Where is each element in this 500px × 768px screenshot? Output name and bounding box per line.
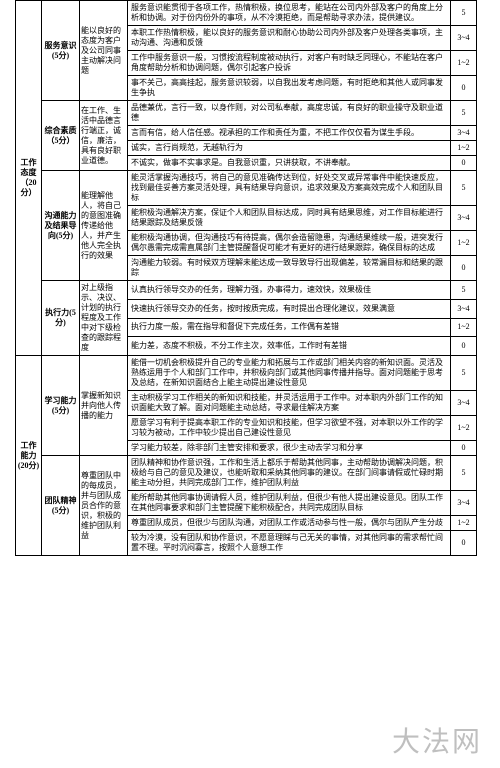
description-cell: 能所帮助其他同事协调请假人员，维护团队利益，但很少有他人提出建设意见。团队工作在… [128,491,451,516]
subcategory-cell: 服务意识(5分) [42,1,80,101]
score-cell: 0 [451,337,477,356]
score-cell: 1~2 [451,141,477,156]
score-cell: 3~4 [451,491,477,516]
subcategory-cell: 综合素质（5分） [42,101,80,171]
description-cell: 能灵活掌握沟通技巧，将自己的意见准确传达到位，好处交叉或异常事件中能快速反应，找… [128,171,451,206]
description-cell: 执行力度一般，需在指导和督促下完成任务，工作偶有差错 [128,318,451,337]
description-cell: 言而有信，给人信任感。视承担的工作和责任为重，不把工作仅仅看为谋生手段。 [128,126,451,141]
description-cell: 能积极沟通解决方案，保证个人和团队目标达成，同时具有结果思维，对工作目标能进行结… [128,206,451,231]
criteria-cell: 在工作、生活中品德言行端正，诚信，廉洁，具有良好职业道德。 [80,101,128,171]
score-cell: 0 [451,156,477,171]
score-cell: 5 [451,101,477,126]
description-cell: 团队精神和协作意识强，工作和生活上都乐于帮助其他同事，主动帮助协调解决问题，积极… [128,456,451,491]
score-cell: 0 [451,76,477,101]
criteria-cell: 能理解他人，将自己的意图准确传递给他人，并产生他人完全执行的效果 [80,171,128,281]
score-cell: 0 [451,531,477,556]
criteria-cell: 对上级指示、决议、计划的执行程度及工作中对下级检查的跟踪程度 [80,281,128,356]
description-cell: 学习能力较差，除非部门主管安排和要求，很少主动去学习和分享 [128,441,451,456]
criteria-cell: 掌握新知识并向他人传播的能力 [80,356,128,456]
description-cell: 能积极沟通协调，但沟通技巧有待提高，偶尔会造留隐患，沟通结果维续一般，进突发行偶… [128,231,451,256]
subcategory-cell: 团队精神(5分) [42,456,80,556]
description-cell: 沟通能力较弱。有时候双方理解未能达成一致导致导行出现偏差，较常漏目标和结果的跟踪 [128,256,451,281]
score-cell: 3~4 [451,126,477,141]
criteria-cell: 能以良好的态度为客户及公司同事主动解决问题 [80,1,128,101]
score-cell: 3~4 [451,299,477,318]
watermark-text: 大法网 [392,720,482,760]
score-cell: 3~4 [451,391,477,416]
category-cell: 工作能力(20分) [16,356,42,556]
description-cell: 快速执行领导交办的任务，按时按质完成，有时提出合理化建议，效果满意 [128,299,451,318]
description-cell: 本职工作热情积极，能以良好的服务意识和耐心协助公司内外部及客户处理各类事项，主动… [128,26,451,51]
subcategory-cell: 学习能力(5分) [42,356,80,456]
score-cell: 5 [451,356,477,391]
category-cell: 工作态度（20分） [16,1,42,356]
description-cell: 主动积极学习工作相关的新知识和技能，并灵活运用于工作中。对本职内外部门工作的知识… [128,391,451,416]
score-cell: 0 [451,256,477,281]
description-cell: 认真执行领导交办的任务，理解力强，办事得力，速效快，效果极佳 [128,281,451,300]
description-cell: 工作中服务意识一般，习惯按流程制度被动执行，对客户有时缺乏同理心，不能站在客户角… [128,51,451,76]
score-cell: 1~2 [451,318,477,337]
subcategory-cell: 执行力(5分) [42,281,80,356]
score-cell: 5 [451,456,477,491]
score-cell: 5 [451,171,477,206]
description-cell: 品德兼优，言行一致，以身作则，对公司私奉献，高度忠诚，有良好的职业操守及职业道德 [128,101,451,126]
description-cell: 愿意学习有利于提高本职工作的专业知识和技能，但学习欲望不强，对本职以外工作的学习… [128,416,451,441]
score-cell: 5 [451,281,477,300]
score-cell: 3~4 [451,206,477,231]
description-cell: 不诚实，做事不实事求是。自我意识重，只讲获取，不讲奉献。 [128,156,451,171]
subcategory-cell: 沟通能力及结果导向(5分) [42,171,80,281]
description-cell: 诚实，言行尚规范，无越轨行为 [128,141,451,156]
score-cell: 3~4 [451,26,477,51]
score-cell: 1~2 [451,231,477,256]
score-cell: 5 [451,1,477,26]
description-cell: 能借一切机会积极提升自己的专业能力和拓展与工作或部门相关内容的新知识面。灵活及熟… [128,356,451,391]
description-cell: 能力差，态度不积极，不分工作主次，效率低，工作时有差错 [128,337,451,356]
description-cell: 尊重团队成员，但很少与团队沟通，对团队工作或活动参与性一般，偶尔与团队产生分歧 [128,516,451,531]
criteria-cell: 尊重团队中的每成员，并与团队成员合作的意识，积极的维护团队利益 [80,456,128,556]
score-cell: 0 [451,441,477,456]
description-cell: 较为冷漠，没有团队和协作意识，不愿意理睬与己无关的事情，对其他同事的需求帮忙间置… [128,531,451,556]
evaluation-table: 工作态度（20分）服务意识(5分)能以良好的态度为客户及公司同事主动解决问题服务… [15,0,477,556]
description-cell: 事不关己，高高挂起，服务意识较弱，以自我出发考虑问题，有时拒绝和其他人或同事发生… [128,76,451,101]
score-cell: 1~2 [451,516,477,531]
description-cell: 服务意识能贯彻于各项工作，热情积极，换位思考，能站在公司内外部及客户的角度上分析… [128,1,451,26]
score-cell: 1~2 [451,416,477,441]
score-cell: 1~2 [451,51,477,76]
